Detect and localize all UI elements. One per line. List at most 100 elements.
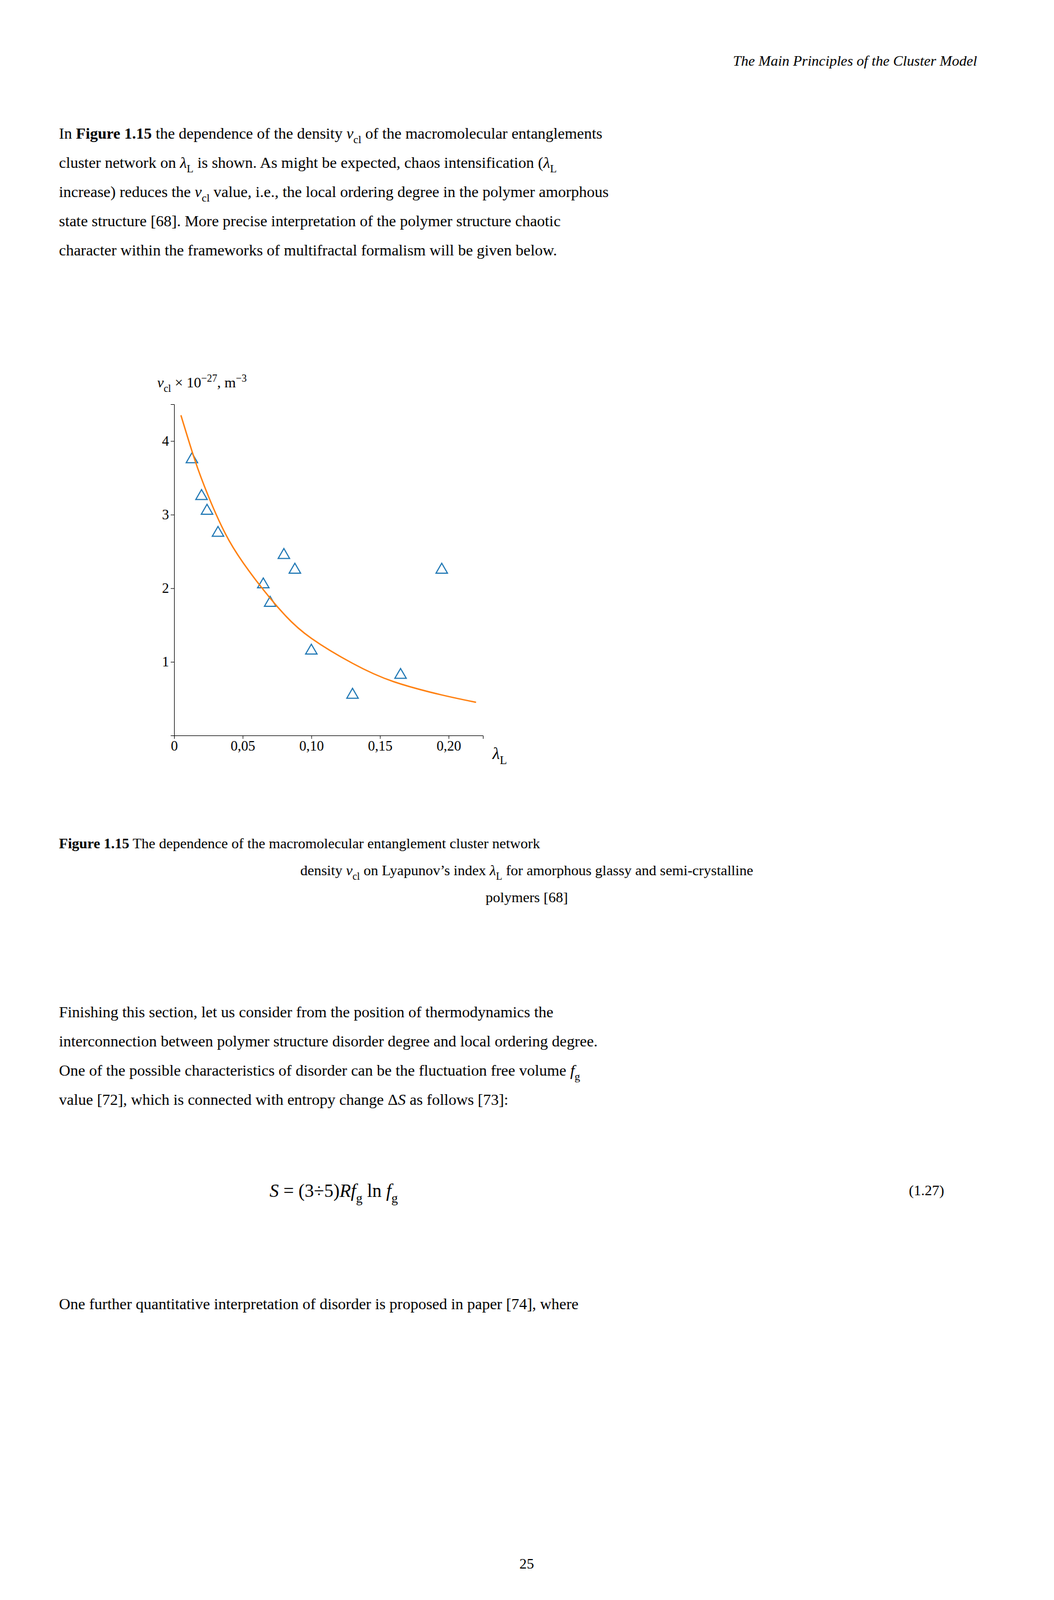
tick: 2 [162,580,175,596]
finish-line: interconnection between polymer structur… [58,1032,598,1051]
text-run: g [356,1191,363,1206]
text-run: v [345,862,353,879]
text-run: One of the possible characteristics of d… [58,1061,570,1080]
intro-line: state structure [68]. More precise inter… [58,212,561,230]
text-run: interconnection between polymer structur… [58,1032,598,1051]
x-axis: 0 0,05 0,10 0,15 0,20 [170,735,483,754]
text-run: λ [491,744,500,763]
plot-marks [180,415,477,703]
text-run: = (3÷5) [279,1180,340,1202]
text-run: S [397,1091,406,1109]
text-run: cl [163,382,172,395]
tick-mark [170,588,175,590]
axis-line [170,404,175,737]
tick-mark [170,514,175,516]
tick: 0 [170,735,179,754]
tick-label: 1 [162,654,170,670]
tick-label: 0,15 [367,738,393,754]
text-run: Rf [339,1180,359,1202]
scatter-point [347,688,359,699]
tick-label: 4 [162,433,170,449]
final-line: One further quantitative interpretation … [58,1295,579,1313]
text-run: increase) reduces the [58,183,195,201]
text-run: In [58,124,76,143]
text-run: on Lyapunov’s index [359,862,490,879]
text-run: , m [217,374,236,391]
chart: 00,050,100,150,201234vcl × 10−27, m−3λL [157,372,508,768]
tick: 3 [162,507,175,523]
text-run: −27 [201,372,217,385]
text-run: The Main Principles of the Cluster Model [732,52,978,70]
scatter-point [305,644,317,655]
scatter-point [257,577,269,588]
text-run: g [574,1070,581,1083]
text-run: ln [362,1180,387,1202]
text-run: Finishing this section, let us consider … [58,1003,554,1021]
tick-label: 0,10 [299,738,325,754]
tick-label: 0 [170,738,179,754]
x-axis-label: λL [491,744,508,768]
text-run: Figure 1.15 [75,124,152,143]
text-run: S [269,1180,280,1202]
finish-line: Finishing this section, let us consider … [58,1003,554,1021]
text-run: for amorphous glassy and semi-crystallin… [502,862,754,879]
text-run: Figure 1.15 [58,835,130,852]
text-run: g [391,1191,399,1206]
text-run: the dependence of the density [151,124,347,143]
text-run: density [300,862,347,879]
page: The Main Principles of the Cluster Model… [0,0,1054,1600]
text-run: 25 [519,1556,535,1573]
page-number: 25 [519,1556,535,1573]
text-run: L [495,870,503,883]
caption-line: polymers [68] [485,889,569,906]
text-run: cl [201,192,211,204]
text-run: L [550,162,558,175]
finish-line: One of the possible characteristics of d… [58,1061,581,1083]
text-run: v [346,124,354,143]
text-run: L [186,162,194,175]
scatter-point [394,668,406,679]
text-run: as follows [73]: [405,1091,509,1109]
scatter-point [277,548,290,559]
text-run: v [194,183,203,201]
text-run: of the macromolecular entanglements [361,124,602,143]
header: The Main Principles of the Cluster Model [732,52,978,70]
text-run: value [72], which is connected with entr… [58,1091,398,1109]
tick: 4 [162,433,175,449]
scatter-point [289,563,301,574]
text-run: cl [353,133,362,146]
tick: 1 [162,654,175,670]
equation-number: (1.27) [909,1182,945,1199]
tick: 0,05 [230,735,256,754]
text-run: cluster network on [58,153,180,172]
tick-label: 3 [162,507,170,523]
tick: 0,20 [436,735,462,754]
text-run: state structure [68]. More precise inter… [58,212,561,230]
text-run: One further quantitative interpretation … [58,1295,579,1313]
text-run: λ [489,862,496,879]
text-run: value, i.e., the local ordering degree i… [209,183,609,201]
caption-line: density vcl on Lyapunov’s index λL for a… [300,862,754,883]
text-run: polymers [68] [485,889,569,906]
text-run: is shown. As might be expected, chaos in… [193,153,544,172]
y-axis: 1 2 3 4 [162,404,175,737]
tick-mark [170,441,175,442]
scatter-point [435,563,447,574]
text-run: L [499,753,508,768]
tick: 0,10 [299,735,325,754]
intro-line: increase) reduces the vcl value, i.e., t… [58,183,609,204]
tick-label: 2 [162,580,170,596]
text-run: × 10 [171,374,202,391]
text-run: v [157,374,164,391]
finish-line: value [72], which is connected with entr… [58,1091,509,1109]
intro-line: In Figure 1.15 the dependence of the den… [58,124,603,146]
scatter-point [201,504,213,515]
intro-line: character within the frameworks of multi… [58,241,558,259]
equation: S = (3÷5)Rfg ln fg [269,1180,399,1206]
text-run: character within the frameworks of multi… [58,241,558,259]
caption-line: Figure 1.15 The dependence of the macrom… [58,835,541,852]
text-run: cl [352,870,360,883]
text-run: λ [179,153,187,172]
scatter-point [195,489,208,500]
text-run: (1.27) [909,1182,945,1199]
